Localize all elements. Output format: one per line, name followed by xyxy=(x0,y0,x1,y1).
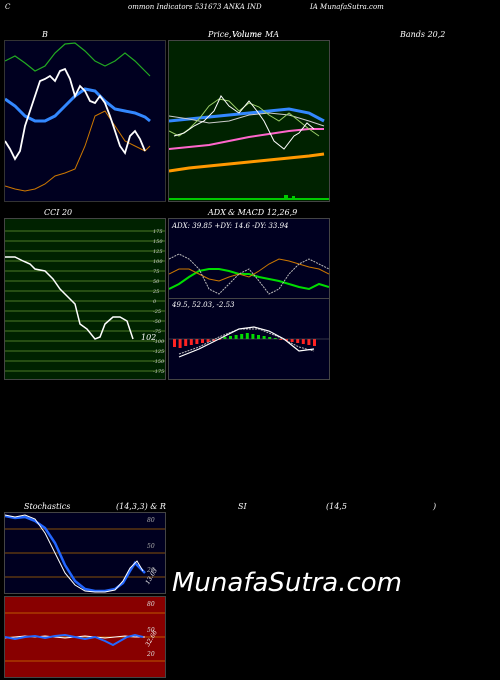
cci-tick-label: -150 xyxy=(153,359,165,365)
stoch-tick-80: 80 xyxy=(147,517,155,524)
macd-histogram-bar xyxy=(279,339,283,340)
header-c: C xyxy=(5,3,11,11)
macd-panel: 49.5, 52.03, -2.53 xyxy=(168,298,330,380)
macd-histogram-bar xyxy=(223,337,227,339)
stoch-label: Stochastics xyxy=(24,502,71,511)
macd-histogram-bar xyxy=(195,339,199,344)
rsi-panel: 80 50 20 32.66 xyxy=(4,596,166,678)
price-line-white xyxy=(173,95,315,150)
adx-chart xyxy=(169,253,329,295)
macd-histogram-bar xyxy=(184,339,188,346)
macd-signal xyxy=(178,328,315,355)
cci-tick-label: -175 xyxy=(153,369,164,375)
ma-white xyxy=(169,112,325,127)
cci-tick-label: 0 xyxy=(153,299,157,305)
cci-tick-label: 150 xyxy=(153,239,163,245)
macd-histogram-bar xyxy=(257,335,260,339)
macd-histogram-bar xyxy=(234,335,238,339)
adx-panel: ADX: 39.85 +DY: 14.6 -DY: 33.94 xyxy=(168,218,330,300)
header-title-right: IA MunafaSutra.com xyxy=(310,3,384,11)
cci-tick-label: 175 xyxy=(153,229,163,235)
ma-blue xyxy=(169,107,325,123)
rsi-chart xyxy=(5,612,165,662)
adx-minus-dy xyxy=(169,258,329,282)
cci-tick-label: 125 xyxy=(153,249,163,255)
ma-pink xyxy=(169,128,324,150)
watermark: MunafaSutra.com xyxy=(172,568,403,598)
cci-value: 102 xyxy=(141,333,157,342)
macd-histogram-bar xyxy=(285,339,288,341)
stoch-d xyxy=(5,514,146,593)
ma-orange xyxy=(169,152,325,173)
macd-chart xyxy=(169,326,329,358)
macd-histogram-bar xyxy=(273,338,277,339)
cci-tick-label: -75 xyxy=(153,329,161,335)
stoch-params: (14,3,3) & R xyxy=(116,502,166,511)
macd-histogram-bar xyxy=(229,336,232,339)
volume-label-overlap: Volume xyxy=(232,30,262,39)
stoch-k xyxy=(5,514,144,593)
bollinger-chart xyxy=(5,42,151,192)
price-label: Price, xyxy=(208,30,232,39)
macd-histogram-bar xyxy=(201,339,204,343)
cci-tick-label: 25 xyxy=(152,289,159,295)
macd-histogram-bar xyxy=(206,339,210,342)
adx-label: ADX xyxy=(208,208,226,217)
volume-label: Volume xyxy=(232,30,262,39)
cci-line xyxy=(5,256,134,340)
macd-histogram-bar xyxy=(313,339,316,346)
bollinger-panel xyxy=(4,40,166,202)
macd-histogram-bar xyxy=(245,333,249,339)
lower-band xyxy=(5,110,151,192)
ma-label: MA xyxy=(265,30,279,39)
macd-histogram-bar xyxy=(189,339,193,345)
rsi-line xyxy=(5,633,144,647)
price-panel xyxy=(168,40,330,202)
bollinger-label: B xyxy=(42,30,48,39)
macd-histogram-bar xyxy=(301,339,305,344)
stoch-tick-20: 20 xyxy=(147,567,155,574)
bollinger-label-right: Bands 20,2 xyxy=(400,30,446,39)
stoch-chart xyxy=(5,514,165,593)
cci-label: CCI 20 xyxy=(44,208,73,217)
adx-values: ADX: 39.85 +DY: 14.6 -DY: 33.94 xyxy=(172,222,289,230)
macd-histogram-bar xyxy=(173,339,176,347)
cci-tick-label: 50 xyxy=(153,279,160,285)
adx-plus-dy xyxy=(169,268,329,291)
adx-line xyxy=(169,253,329,295)
macd-histogram-bar xyxy=(307,339,311,345)
macd-line xyxy=(178,326,315,358)
rsi-label: SI xyxy=(238,502,247,511)
rsi-paren: ) xyxy=(433,502,437,511)
header-title-left: ommon Indicators 531673 ANKA IND xyxy=(128,3,262,11)
price-chart xyxy=(169,95,329,200)
cci-tick-label: 75 xyxy=(153,269,159,275)
macd-histogram-bar xyxy=(296,339,300,343)
macd-histogram-bar xyxy=(178,339,182,348)
cci-tick-label: -125 xyxy=(153,349,164,355)
macd-label: & MACD 12,26,9 xyxy=(228,208,298,217)
rsi-tick-80: 80 xyxy=(147,601,155,608)
cci-chart: 175 150 125 100 75 50 25 0 -25 -50 -75 -100 -125 -150… xyxy=(5,229,165,375)
macd-histogram-bar xyxy=(240,334,244,339)
rsi-tick-20: 20 xyxy=(147,651,155,658)
macd-values: 49.5, 52.03, -2.53 xyxy=(172,301,235,309)
middle-band xyxy=(5,87,151,123)
cci-panel: 175 150 125 100 75 50 25 0 -25 -50 -75 -100 -125 -150… xyxy=(4,218,166,380)
upper-band xyxy=(5,42,151,77)
macd-histogram-bar xyxy=(251,334,255,339)
rsi-tick-50: 50 xyxy=(147,627,155,634)
price-line xyxy=(5,67,146,161)
cci-tick-label: -25 xyxy=(153,309,161,315)
macd-histogram-bar xyxy=(262,336,266,339)
rsi-params: (14,5 xyxy=(326,502,347,511)
stoch-tick-50: 50 xyxy=(147,543,155,550)
cci-tick-label: -100 xyxy=(153,339,165,345)
stoch-panel: 80 50 20 13.03 xyxy=(4,512,166,594)
cci-tick-label: -50 xyxy=(153,319,162,325)
cci-tick-label: 100 xyxy=(153,259,163,265)
macd-histogram-bar xyxy=(268,337,272,339)
macd-histogram-bar xyxy=(290,339,294,342)
